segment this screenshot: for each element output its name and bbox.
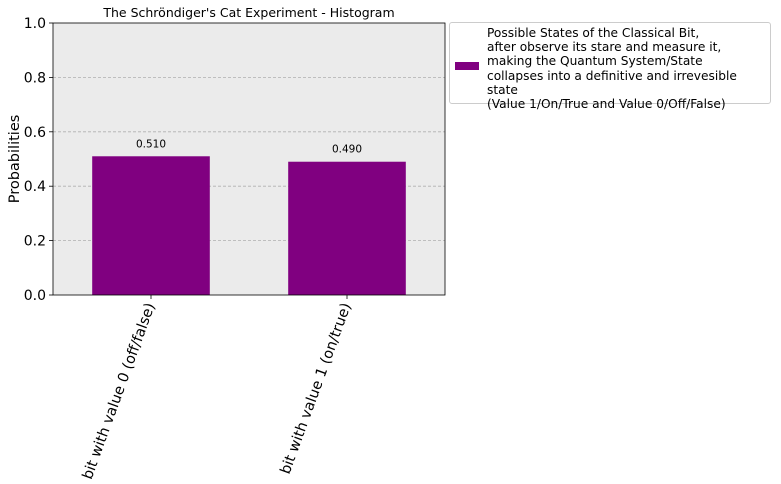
y-tick-label: 0.4 (24, 179, 46, 195)
data-label: 0.510 (136, 138, 166, 150)
y-tick-label: 0.8 (24, 70, 46, 86)
x-tick-label: bit with value 1 (on/true) (278, 301, 355, 477)
y-tick-label: 1.0 (24, 16, 46, 32)
legend: Possible States of the Classical Bit, af… (449, 22, 771, 111)
y-tick-label: 0.0 (24, 288, 46, 304)
x-axis-ticks: bit with value 0 (off/false) bit with val… (80, 295, 355, 482)
bars (92, 156, 406, 295)
bar (288, 161, 406, 295)
x-tick-label: bit with value 0 (off/false) (80, 301, 159, 482)
y-tick-label: 0.6 (24, 125, 46, 141)
data-label: 0.490 (332, 144, 362, 156)
y-tick-label: 0.2 (24, 234, 46, 250)
chart-title: The Schröndiger's Cat Experiment - Histo… (102, 5, 394, 20)
y-axis-ticks: 0.0 0.2 0.4 0.6 0.8 1.0 (24, 16, 53, 304)
data-labels: 0.510 0.490 (136, 138, 362, 155)
legend-swatch (455, 62, 479, 70)
bar (92, 156, 210, 295)
legend-label: Possible States of the Classical Bit, af… (487, 26, 737, 112)
plot-frame (52, 22, 446, 296)
y-axis-label: Probabilities (7, 115, 23, 204)
